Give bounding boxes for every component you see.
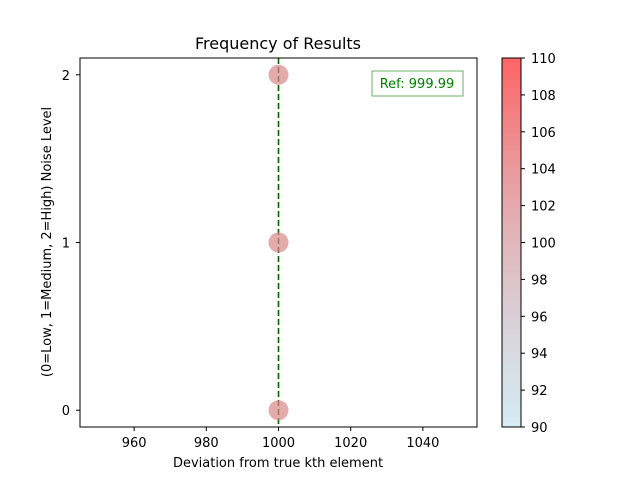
x-tick-label: 960 [122, 436, 147, 451]
colorbar: 90 92 94 96 98 100 102 104 106 108 110 [501, 52, 556, 436]
x-tick-label: 1000 [262, 436, 295, 451]
colorbar-tick-label: 98 [531, 273, 548, 288]
y-axis: 0 1 2 [62, 69, 80, 419]
colorbar-tick-label: 102 [531, 200, 556, 215]
x-tick-label: 980 [194, 436, 219, 451]
colorbar-tick-label: 100 [531, 237, 556, 252]
y-tick-label: 0 [62, 404, 70, 419]
x-axis: 960 980 1000 1020 1040 [122, 427, 439, 451]
colorbar-tick-label: 92 [531, 384, 548, 399]
annotation-box [371, 70, 464, 97]
y-axis-label: (0=Low, 1=Medium, 2=High) Noise Level [40, 107, 55, 377]
colorbar-tick-label: 108 [531, 89, 556, 104]
colorbar-gradient [501, 57, 522, 428]
plot-area [268, 58, 289, 427]
reference-annotation: Ref: 999.99 [371, 70, 464, 97]
colorbar-tick-label: 106 [531, 126, 556, 141]
annotation-text: Ref: 999.99 [380, 77, 455, 92]
colorbar-ticks: 90 92 94 96 98 100 102 104 106 108 110 [521, 52, 556, 436]
y-tick-label: 1 [62, 237, 70, 252]
colorbar-tick-label: 104 [531, 163, 556, 178]
data-point [268, 232, 289, 253]
colorbar-tick-label: 96 [531, 310, 548, 325]
data-point [268, 400, 289, 421]
colorbar-tick-label: 110 [531, 52, 556, 67]
data-point [268, 64, 289, 85]
x-tick-label: 1040 [406, 436, 439, 451]
x-axis-label: Deviation from true kth element [173, 456, 383, 471]
colorbar-tick-label: 94 [531, 347, 548, 362]
x-tick-label: 1020 [334, 436, 367, 451]
chart-title: Frequency of Results [195, 34, 361, 53]
colorbar-tick-label: 90 [531, 421, 548, 436]
y-tick-label: 2 [62, 69, 70, 84]
